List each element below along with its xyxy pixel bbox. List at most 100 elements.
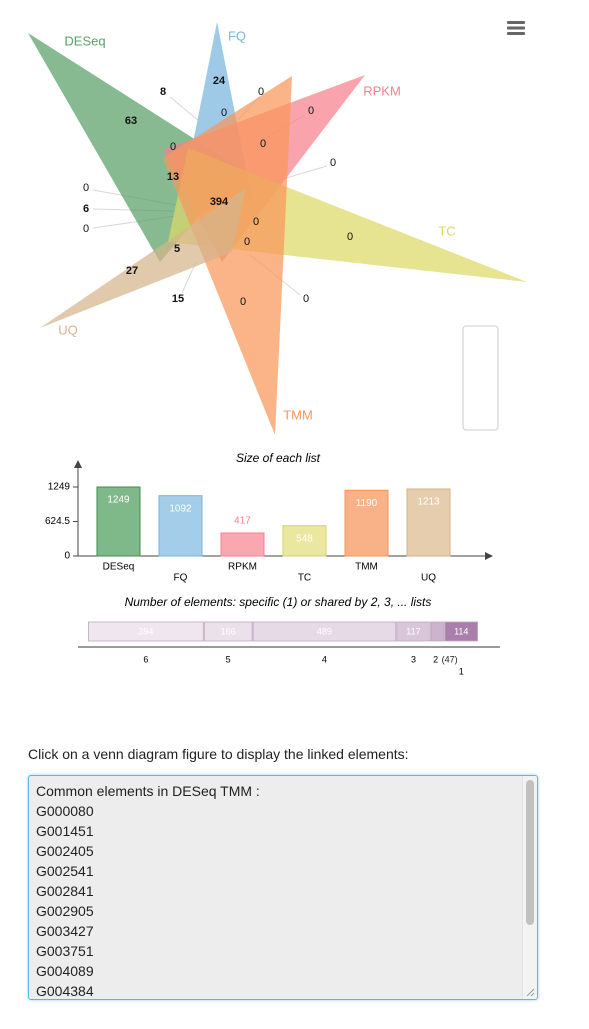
segment[interactable] (396, 621, 431, 642)
list-item: G000080 (36, 803, 94, 819)
list-item: G004384 (36, 983, 94, 999)
region-count[interactable]: 0 (253, 216, 259, 228)
bar[interactable] (406, 488, 451, 557)
x-tick-label: 2 (433, 654, 438, 664)
region-count[interactable]: 0 (244, 236, 250, 248)
bar[interactable] (282, 525, 327, 557)
scroll-thumb[interactable] (526, 780, 534, 925)
region-count[interactable]: 15 (172, 293, 184, 305)
x-tick-label: 6 (143, 654, 148, 664)
toggle-panel (462, 325, 499, 431)
list-item: G003427 (36, 923, 94, 939)
x-tick-label: 4 (322, 654, 327, 664)
venn: DESeqoffFQoffRPKMoffTCoffTMMoffUQoff8240… (28, 22, 527, 435)
menu-icon[interactable] (507, 21, 525, 35)
x-axis-arrow (485, 552, 493, 560)
chart-title: Number of elements: specific (1) or shar… (125, 595, 432, 609)
menu-bar (507, 26, 525, 30)
x-tick-label: 3 (411, 654, 416, 664)
region-count[interactable]: 0 (221, 107, 227, 119)
instruction: Click on a venn diagram figure to displa… (28, 746, 409, 762)
segment[interactable] (444, 621, 478, 642)
bar-chart: Size of each list 0 624.5 1249 1249 DESeq 1092… (45, 451, 493, 584)
list-item: G002541 (36, 863, 94, 879)
region-count[interactable]: 8 (160, 86, 166, 98)
region-count[interactable]: 0 (258, 86, 264, 98)
set-label: UQ (58, 322, 78, 337)
x-tick-label: TC (298, 573, 311, 584)
x-tick-label: RPKM (228, 562, 257, 573)
region-count[interactable]: 0 (240, 296, 246, 308)
value-label: 1249 (107, 495, 130, 506)
list-lines: Common elements in DESeq TMM : G000080 G0… (36, 781, 260, 999)
value-label: 417 (234, 516, 251, 527)
set-area[interactable] (163, 76, 292, 435)
segment[interactable] (252, 621, 397, 642)
value-label: 548 (296, 533, 313, 544)
x-tick-label: TMM (355, 562, 378, 573)
set-label: DESeq (64, 33, 105, 48)
element-list[interactable]: Common elements in DESeq TMM : G000080 G0… (28, 775, 538, 1000)
list-item: G003751 (36, 943, 94, 959)
y-tick-label: 1249 (48, 482, 71, 493)
stacked-bar-chart: Number of elements: specific (1) or shar… (78, 595, 500, 676)
list-heading: Common elements in DESeq TMM : (36, 783, 260, 799)
value-label: 117 (406, 626, 420, 636)
value-label: 114 (454, 626, 468, 636)
x-tick-label: UQ (421, 573, 436, 584)
region-count[interactable]: 5 (174, 243, 180, 255)
x-tick-label: DESeq (103, 562, 135, 573)
bar[interactable] (344, 489, 389, 557)
value-label: 1190 (356, 498, 378, 509)
region-count[interactable]: 0 (83, 182, 89, 194)
list-item: G002841 (36, 883, 94, 899)
set-label: RPKM (363, 83, 401, 98)
charts: DESeqoffFQoffRPKMoffTCoffTMMoffUQoff8240… (28, 21, 527, 676)
menu-bar (507, 32, 525, 35)
y-tick-label: 624.5 (45, 516, 70, 527)
region-count[interactable]: 24 (213, 75, 226, 87)
region-count[interactable]: 0 (347, 231, 353, 243)
resize-grip[interactable] (526, 988, 535, 997)
set-label: TMM (283, 407, 313, 422)
x-tick-label: FQ (174, 573, 188, 584)
region-count[interactable]: 0 (303, 293, 309, 305)
segment[interactable] (430, 621, 445, 642)
menu-bar (507, 21, 525, 24)
region-count[interactable]: 6 (83, 203, 89, 215)
list-item: G004089 (36, 963, 94, 979)
bar[interactable] (96, 486, 141, 557)
value-label: 1213 (417, 497, 440, 508)
list-item: G002905 (36, 903, 94, 919)
segment[interactable] (203, 621, 253, 642)
list-item: G002405 (36, 843, 94, 859)
region-count[interactable]: 0 (260, 138, 266, 150)
value-label: 1092 (169, 503, 192, 514)
set-label: TC (438, 223, 455, 238)
value-label: (47) (442, 654, 458, 664)
region-count[interactable]: 27 (126, 265, 138, 277)
bar[interactable] (220, 532, 265, 557)
value-label: 394 (138, 626, 153, 636)
segment[interactable] (88, 621, 204, 642)
region-count[interactable]: 0 (308, 105, 314, 117)
chart-title: Size of each list (236, 451, 321, 465)
scrollbar[interactable] (522, 776, 537, 999)
leader-line (169, 96, 199, 121)
region-count[interactable]: 0 (330, 157, 336, 169)
set-area[interactable] (40, 188, 246, 328)
region-count[interactable]: 0 (170, 141, 176, 153)
region-count[interactable]: 63 (125, 115, 137, 127)
x-tick-label: 1 (459, 666, 464, 676)
value-label: 489 (317, 626, 332, 636)
x-tick-label: 5 (226, 654, 231, 664)
region-count[interactable]: 13 (167, 171, 179, 183)
y-axis-arrow (74, 460, 82, 468)
region-count[interactable]: 0 (83, 223, 89, 235)
set-label: FQ (228, 28, 246, 43)
region-count[interactable]: 394 (210, 196, 229, 208)
list-item: G001451 (36, 823, 94, 839)
value-label: 166 (221, 626, 236, 636)
bar[interactable] (158, 495, 203, 557)
